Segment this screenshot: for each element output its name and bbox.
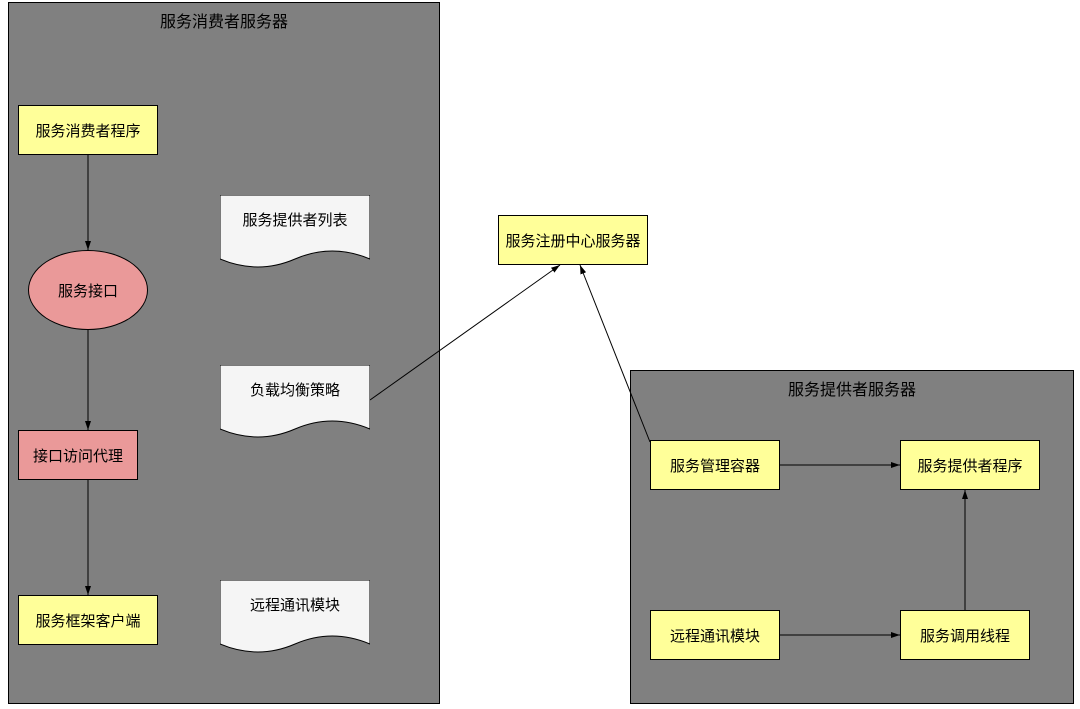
- node-label: 服务提供者列表: [220, 195, 370, 230]
- node-comm-module-left: 远程通讯模块: [220, 580, 370, 660]
- node-label: 服务管理容器: [670, 455, 760, 476]
- node-registry-server: 服务注册中心服务器: [498, 215, 648, 265]
- node-mgmt-container: 服务管理容器: [650, 440, 780, 490]
- node-label: 服务提供者程序: [917, 455, 1022, 476]
- provider-container-title: 服务提供者服务器: [631, 376, 1073, 400]
- node-service-interface: 服务接口: [28, 250, 148, 330]
- node-label: 服务接口: [58, 280, 118, 301]
- node-label: 远程通讯模块: [670, 625, 760, 646]
- node-invoke-thread: 服务调用线程: [900, 610, 1030, 660]
- node-comm-module-right: 远程通讯模块: [650, 610, 780, 660]
- node-label: 接口访问代理: [33, 445, 123, 466]
- node-label: 远程通讯模块: [220, 580, 370, 615]
- node-label: 负载均衡策略: [220, 365, 370, 400]
- consumer-container-title: 服务消费者服务器: [9, 8, 439, 32]
- node-label: 服务调用线程: [920, 625, 1010, 646]
- node-provider-list: 服务提供者列表: [220, 195, 370, 275]
- node-label: 服务消费者程序: [35, 120, 140, 141]
- node-consumer-program: 服务消费者程序: [18, 105, 158, 155]
- node-load-balance: 负载均衡策略: [220, 365, 370, 445]
- node-label: 服务框架客户端: [35, 610, 140, 631]
- node-access-proxy: 接口访问代理: [18, 430, 138, 480]
- node-label: 服务注册中心服务器: [505, 230, 640, 251]
- node-framework-client: 服务框架客户端: [18, 595, 158, 645]
- node-provider-program: 服务提供者程序: [900, 440, 1040, 490]
